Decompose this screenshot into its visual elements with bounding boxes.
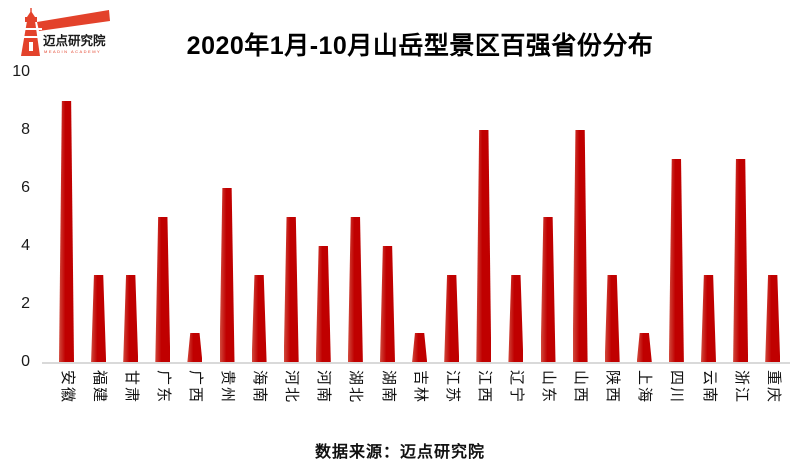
chart-title: 2020年1月-10月山岳型景区百强省份分布: [186, 32, 654, 60]
bar-河南: [315, 246, 331, 362]
logo-subtext: MEADIN ACADEMY: [44, 49, 101, 54]
bar-山东: [540, 217, 556, 362]
y-tick-label: 0: [21, 353, 30, 370]
x-axis-line: [42, 362, 790, 364]
x-tick-label: 山东: [540, 370, 557, 405]
bar-河北: [283, 217, 299, 362]
y-tick-label: 10: [12, 63, 30, 80]
x-tick-label: 云南: [700, 370, 718, 405]
bar-贵州: [219, 188, 235, 362]
bar-上海: [636, 333, 652, 362]
bar-广西: [187, 333, 203, 362]
bar-云南: [701, 275, 716, 362]
x-tick-label: 河南: [315, 370, 333, 405]
x-tick-label: 福建: [90, 370, 108, 405]
source-note: 数据来源：迈点研究院: [314, 444, 485, 461]
bar-安徽: [59, 101, 74, 362]
x-tick-label: 上海: [636, 370, 654, 405]
x-tick-label: 浙江: [732, 370, 750, 405]
y-tick-label: 2: [21, 295, 30, 312]
meadin-logo: 迈点研究院 MEADIN ACADEMY: [21, 8, 110, 56]
bar-甘肃: [123, 275, 139, 362]
x-tick-label: 重庆: [764, 370, 782, 405]
bar-辽宁: [508, 275, 524, 362]
x-tick-label: 吉林: [411, 370, 429, 405]
bar-吉林: [412, 333, 428, 362]
y-tick-label: 6: [21, 179, 30, 196]
x-tick-label: 辽宁: [507, 370, 525, 405]
x-tick-label: 河北: [283, 370, 301, 405]
bar-山西: [572, 130, 588, 362]
bar-江苏: [444, 275, 460, 362]
bar-广东: [155, 217, 171, 362]
x-tick-label: 广东: [154, 370, 172, 405]
logo-text: 迈点研究院: [43, 33, 106, 48]
x-tick-label: 安徽: [58, 370, 76, 405]
bar-陕西: [604, 275, 620, 362]
x-tick-label: 广西: [186, 370, 204, 405]
x-tick-label: 山西: [572, 370, 590, 405]
y-tick-label: 8: [21, 121, 30, 138]
x-tick-label: 江苏: [443, 370, 461, 405]
y-tick-label: 4: [21, 237, 30, 254]
bar-湖北: [347, 217, 363, 362]
x-tick-label: 江西: [475, 370, 493, 405]
lighthouse-icon: [21, 8, 110, 56]
bar-福建: [91, 275, 107, 362]
bar-浙江: [733, 159, 749, 362]
x-tick-label: 甘肃: [122, 370, 140, 405]
bar-四川: [668, 159, 684, 362]
x-tick-label: 贵州: [219, 370, 236, 405]
x-tick-label: 海南: [251, 370, 269, 405]
x-tick-label: 湖北: [347, 370, 365, 405]
bar-江西: [476, 130, 492, 362]
bar-海南: [251, 275, 267, 362]
x-tick-label: 四川: [668, 370, 686, 405]
x-tick-label: 陕西: [604, 370, 622, 405]
x-tick-label: 湖南: [379, 370, 397, 405]
bar-湖南: [380, 246, 395, 362]
bar-重庆: [765, 275, 781, 362]
